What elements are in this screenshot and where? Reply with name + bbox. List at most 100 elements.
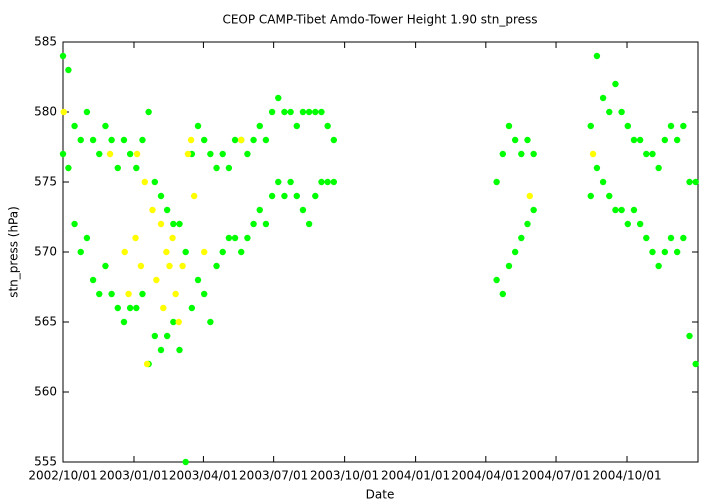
x-tick-label: 2003/10/01 bbox=[310, 469, 379, 483]
data-point bbox=[305, 108, 313, 116]
data-point bbox=[141, 178, 148, 186]
data-point bbox=[511, 248, 519, 256]
data-point bbox=[151, 332, 159, 340]
y-tick-label: 580 bbox=[34, 105, 57, 119]
data-point bbox=[219, 248, 226, 256]
data-point bbox=[262, 220, 270, 228]
data-point bbox=[256, 122, 263, 130]
data-point bbox=[661, 248, 669, 256]
data-point bbox=[649, 150, 656, 158]
data-point bbox=[143, 360, 151, 368]
data-point bbox=[89, 276, 97, 284]
data-point bbox=[96, 150, 103, 158]
data-point bbox=[256, 206, 263, 214]
data-point bbox=[324, 178, 331, 186]
y-tick-label: 560 bbox=[34, 385, 57, 399]
data-point bbox=[200, 290, 208, 298]
data-point bbox=[238, 136, 245, 144]
data-point bbox=[145, 108, 152, 116]
data-point bbox=[139, 136, 146, 144]
data-point bbox=[238, 248, 245, 256]
x-tick-label: 2003/07/01 bbox=[239, 469, 308, 483]
data-point bbox=[499, 290, 506, 298]
data-point bbox=[149, 206, 156, 214]
x-tick-label: 2004/01/01 bbox=[381, 469, 450, 483]
data-point bbox=[526, 192, 533, 200]
data-point bbox=[219, 150, 226, 158]
data-point bbox=[102, 262, 109, 270]
data-point bbox=[673, 248, 681, 256]
data-point bbox=[184, 150, 192, 158]
data-point bbox=[293, 192, 300, 200]
data-point bbox=[686, 178, 693, 186]
data-point bbox=[686, 332, 693, 340]
data-point bbox=[587, 192, 594, 200]
data-point bbox=[505, 262, 513, 270]
data-point bbox=[612, 80, 619, 88]
data-point bbox=[157, 192, 165, 200]
data-point bbox=[213, 164, 220, 172]
data-point bbox=[530, 206, 537, 214]
data-point bbox=[262, 136, 270, 144]
y-axis-title: stn_press (hPa) bbox=[7, 206, 21, 298]
data-point bbox=[630, 136, 638, 144]
data-point bbox=[589, 150, 597, 158]
data-point bbox=[281, 192, 288, 200]
data-point bbox=[83, 234, 91, 242]
data-point bbox=[624, 122, 631, 130]
data-point bbox=[499, 150, 506, 158]
data-point bbox=[120, 136, 128, 144]
data-point bbox=[281, 108, 288, 116]
x-tick-label: 2004/10/01 bbox=[592, 469, 661, 483]
data-point bbox=[77, 248, 84, 256]
data-point bbox=[166, 262, 173, 270]
data-point bbox=[655, 262, 662, 270]
data-point bbox=[518, 234, 525, 242]
data-point bbox=[312, 192, 319, 200]
data-point bbox=[139, 290, 146, 298]
data-point bbox=[213, 262, 220, 270]
data-point bbox=[157, 346, 165, 354]
data-point bbox=[114, 164, 121, 172]
data-point bbox=[59, 52, 67, 60]
data-point bbox=[667, 122, 675, 130]
data-point bbox=[182, 248, 189, 256]
data-point bbox=[170, 220, 177, 228]
y-tick-label: 575 bbox=[34, 175, 57, 189]
data-point bbox=[225, 234, 233, 242]
data-point bbox=[231, 136, 239, 144]
x-axis-title: Date bbox=[366, 488, 395, 502]
data-point bbox=[194, 122, 202, 130]
data-point bbox=[77, 136, 84, 144]
data-point bbox=[133, 304, 140, 312]
data-point bbox=[636, 136, 644, 144]
plot-frame bbox=[62, 41, 699, 463]
data-point bbox=[312, 108, 319, 116]
data-point bbox=[170, 318, 177, 326]
data-point bbox=[612, 206, 619, 214]
data-point bbox=[194, 276, 202, 284]
data-point bbox=[121, 248, 128, 256]
data-point bbox=[225, 164, 233, 172]
data-point bbox=[71, 122, 78, 130]
x-tick-label: 2003/01/01 bbox=[99, 469, 168, 483]
data-point bbox=[524, 136, 531, 144]
data-point bbox=[126, 150, 134, 158]
data-point bbox=[137, 262, 145, 270]
data-point bbox=[108, 290, 115, 298]
data-point bbox=[505, 122, 513, 130]
data-point bbox=[593, 52, 601, 60]
data-point bbox=[692, 360, 699, 368]
data-point bbox=[96, 290, 103, 298]
data-point bbox=[244, 234, 251, 242]
data-point bbox=[493, 276, 500, 284]
data-point bbox=[200, 136, 208, 144]
data-point bbox=[680, 122, 687, 130]
data-point bbox=[318, 178, 325, 186]
data-point bbox=[618, 108, 625, 116]
data-point bbox=[606, 108, 613, 116]
data-point bbox=[83, 108, 91, 116]
data-point bbox=[299, 108, 307, 116]
data-point bbox=[157, 220, 165, 228]
